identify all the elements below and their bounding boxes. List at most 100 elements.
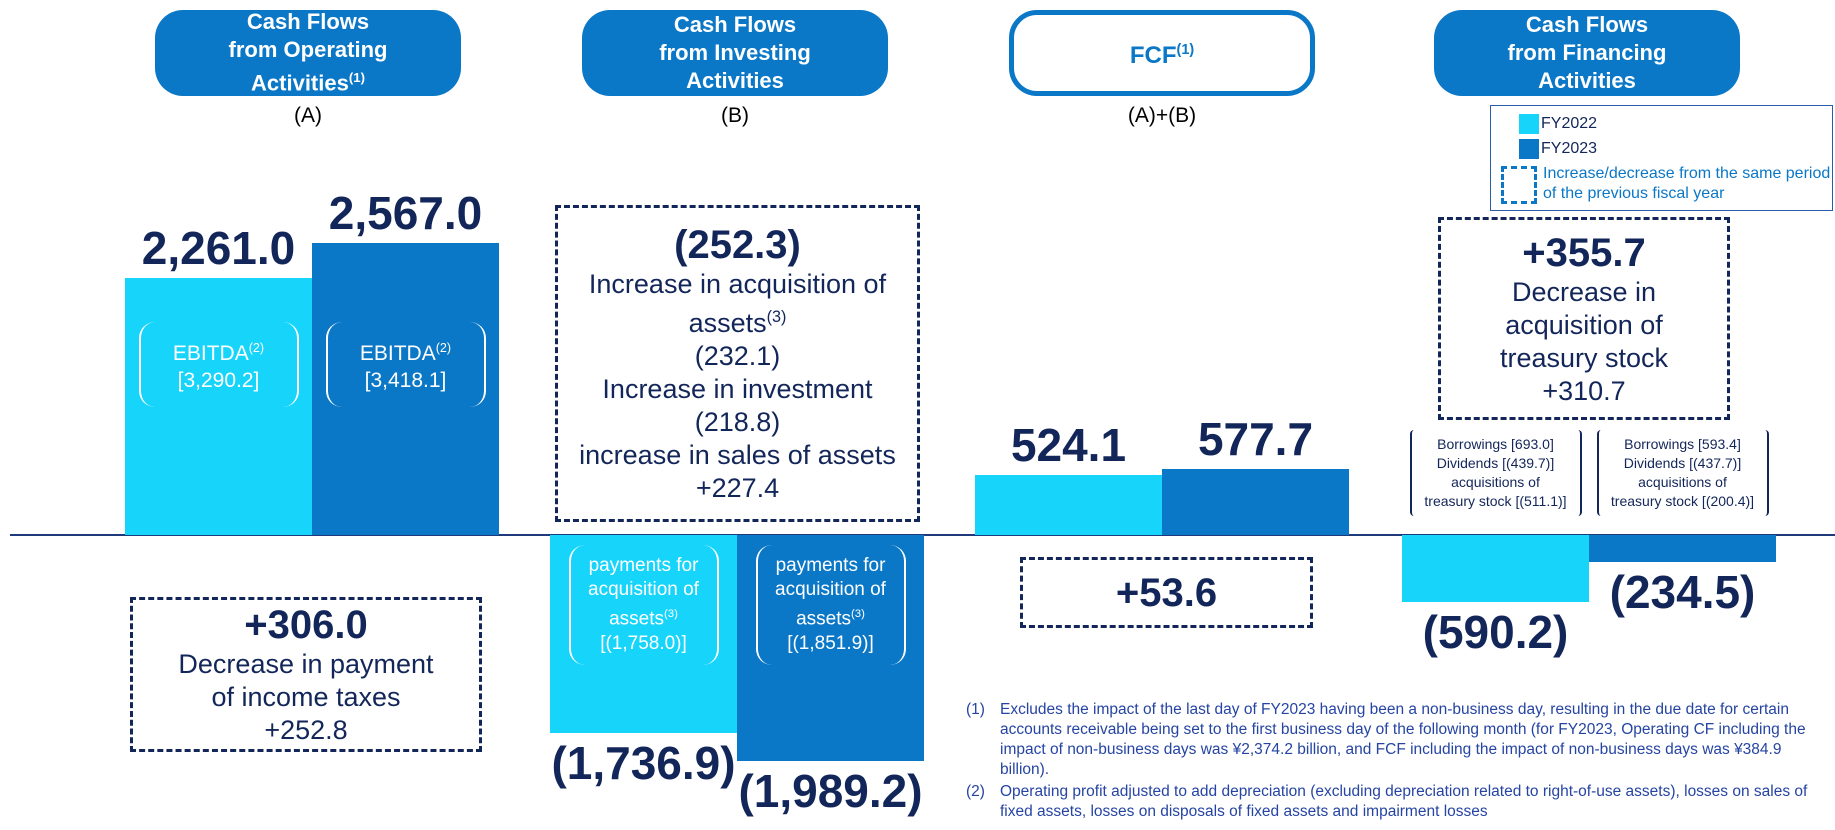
bar	[975, 475, 1162, 535]
text: FCF	[1129, 42, 1177, 69]
text-line: of income taxes	[133, 681, 479, 714]
text: Activities	[686, 68, 784, 93]
section-label: (A)+(B)	[1127, 104, 1197, 127]
superscript: (2)	[435, 341, 452, 355]
section-label: (A)	[294, 104, 322, 127]
text: [3,418.1]	[364, 369, 447, 392]
superscript: (3)	[851, 608, 865, 621]
text-line: +355.7	[1441, 230, 1727, 276]
text-line: assets(3)	[758, 602, 904, 631]
legend-label: FY2023	[1541, 140, 1598, 157]
text: Decrease in	[1511, 276, 1657, 307]
text: of income taxes	[211, 682, 401, 712]
text: Cash Flows	[246, 9, 370, 35]
change-box: (252.3) Increase in acquisition of assets(…	[555, 205, 920, 522]
text-line: acquisition of	[758, 578, 904, 602]
value-label: (1,736.9)	[551, 736, 736, 789]
text-line: +252.8	[133, 714, 479, 747]
text: acquisitions of	[1638, 474, 1727, 490]
text: Increase in acquisition of	[588, 269, 887, 299]
text-line: Decrease in payment	[133, 648, 479, 681]
text: Borrowings [693.0]	[1437, 436, 1554, 452]
text-line: Cash Flows	[582, 11, 888, 39]
text-line: payments for	[758, 554, 904, 578]
text: Cash Flows	[673, 12, 797, 37]
text: Dividends [(439.7)]	[1436, 455, 1555, 471]
change-box: +53.6	[1020, 557, 1313, 628]
text: Activities	[1538, 68, 1636, 93]
section-title: Cash Flows from Investing Activities	[582, 10, 888, 96]
text: Increase in investment	[602, 374, 873, 404]
text: Borrowings [593.4]	[1624, 436, 1741, 452]
text: assets	[609, 608, 664, 630]
text-line: payments for	[571, 554, 717, 578]
text-line: Increase in investment	[558, 373, 917, 406]
note: Borrowings [693.0] Dividends [(439.7)] acq…	[1409, 430, 1582, 516]
bar	[550, 535, 737, 733]
note: Borrowings [593.4] Dividends [(437.7)] acq…	[1596, 430, 1769, 516]
text-line: [3,418.1]	[328, 367, 484, 394]
text-line: [(1,851.9)]	[758, 632, 904, 656]
text: acquisitions of	[1451, 474, 1540, 490]
text-line: Cash Flows	[1434, 11, 1740, 39]
text: +355.7	[1522, 230, 1646, 275]
bar	[1589, 535, 1776, 562]
text-line: EBITDA(2)	[328, 335, 484, 367]
text-line: Cash Flows	[155, 8, 461, 36]
text-line: Activities	[1434, 67, 1740, 95]
text-line: [(1,758.0)]	[571, 632, 717, 656]
value-label: (1,989.2)	[738, 765, 923, 818]
text: +310.7	[1542, 375, 1626, 406]
text-line: Decrease in	[1441, 276, 1727, 309]
text: (232.1)	[694, 341, 781, 371]
change-box: +355.7 Decrease in acquisition of treasury …	[1438, 217, 1730, 420]
footnotes: (1) Excludes the impact of the last day o…	[966, 700, 1830, 824]
bar	[737, 535, 924, 762]
text-line: Dividends [(437.7)]	[1599, 454, 1767, 473]
text-line: +306.0	[133, 602, 479, 648]
value-label: 524.1	[1010, 419, 1127, 472]
superscript: (1)	[348, 70, 365, 86]
superscript: (1)	[1176, 42, 1195, 58]
text: +227.4	[695, 473, 780, 503]
text-line: Activities(1)	[155, 64, 461, 97]
text-line: +227.4	[558, 472, 917, 505]
text: Dividends [(437.7)]	[1623, 455, 1742, 471]
bar	[1162, 469, 1349, 535]
text: acquisition of	[588, 579, 699, 601]
footnote: (1) Excludes the impact of the last day o…	[966, 700, 1830, 780]
text-line: treasury stock	[1441, 342, 1727, 375]
note: EBITDA(2) [3,290.2]	[138, 322, 299, 407]
footnote-text: Operating profit adjusted to add depreci…	[1000, 783, 1808, 820]
value-label: 2,261.0	[141, 221, 296, 274]
text-line: acquisitions of	[1599, 473, 1767, 492]
legend-label: Increase/decrease from the same period o…	[1543, 165, 1831, 202]
text-line: Borrowings [593.4]	[1599, 435, 1767, 454]
text-line: Increase in acquisition of	[558, 268, 917, 301]
text: assets	[796, 608, 851, 630]
text: payments for	[588, 555, 699, 577]
text: EBITDA	[359, 342, 436, 365]
text: acquisition of	[1505, 309, 1663, 340]
text-line: Dividends [(439.7)]	[1412, 454, 1580, 473]
section-label: (B)	[721, 104, 749, 127]
text-line: +310.7	[1441, 375, 1727, 408]
text: from Financing	[1507, 40, 1667, 65]
bar	[312, 242, 499, 535]
text: EBITDA	[172, 342, 249, 365]
value-label: (590.2)	[1422, 606, 1569, 659]
text-line: [3,290.2]	[141, 367, 297, 394]
text-line: (218.8)	[558, 406, 917, 439]
footnote-text: Excludes the impact of the last day of F…	[1000, 701, 1806, 778]
text: [3,290.2]	[177, 369, 260, 392]
change-box: +306.0 Decrease in payment of income taxes…	[130, 597, 482, 752]
legend-label: FY2022	[1541, 115, 1598, 132]
text: +306.0	[244, 603, 368, 647]
footnote-marker: (1)	[966, 701, 985, 718]
text-line: treasury stock [(511.1)]	[1412, 492, 1580, 511]
text-line: from Financing	[1434, 39, 1740, 67]
text: +252.8	[264, 715, 348, 745]
text-line: EBITDA(2)	[141, 335, 297, 367]
text: treasury stock [(200.4)]	[1610, 493, 1755, 509]
